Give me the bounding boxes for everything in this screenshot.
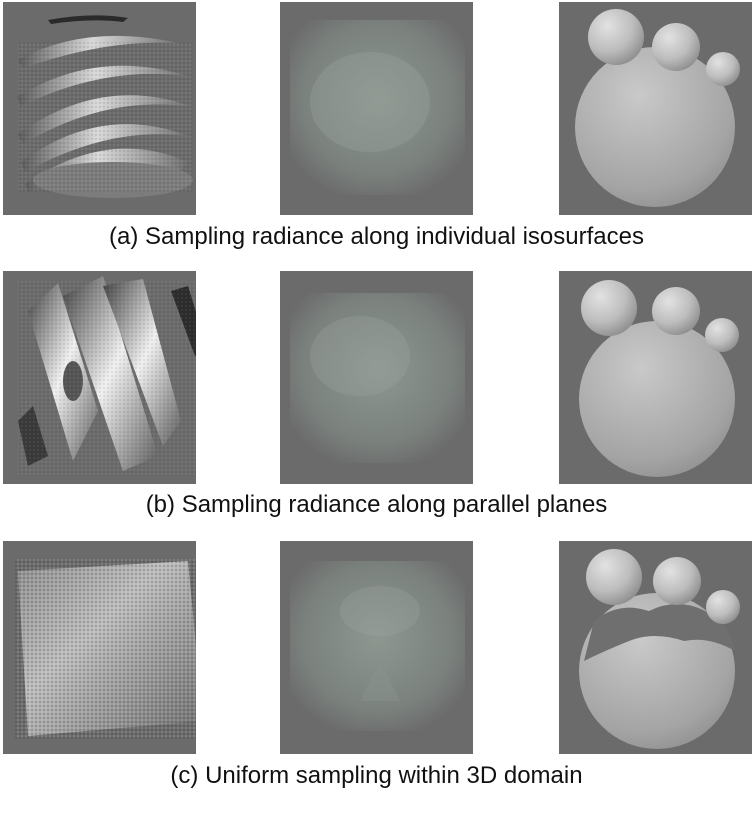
- caption-row-c: (c) Uniform sampling within 3D domain: [170, 762, 583, 789]
- row-c-uniform-panel: [3, 541, 196, 754]
- radiance-cloud-image: [290, 293, 465, 463]
- spheres-render-image: [579, 549, 740, 749]
- row-a-isosurfaces-panel: [3, 2, 196, 215]
- row-c-spheres-panel: [559, 541, 752, 754]
- row-b-spheres-panel: [559, 271, 752, 484]
- spheres-render-image: [579, 280, 739, 477]
- radiance-cloud-image: [290, 20, 465, 195]
- radiance-cloud-image: [290, 561, 465, 731]
- uniform-points-image: [15, 559, 196, 739]
- row-c-radiance-panel: [280, 541, 473, 754]
- spheres-render-image: [575, 9, 740, 207]
- parallel-planes-image: [18, 276, 196, 476]
- isosurface-shells-image: [17, 15, 193, 198]
- row-b-radiance-panel: [280, 271, 473, 484]
- row-a-radiance-panel: [280, 2, 473, 215]
- row-a-spheres-panel: [559, 2, 752, 215]
- caption-row-a: (a) Sampling radiance along individual i…: [109, 223, 644, 250]
- row-b-planes-panel: [3, 271, 196, 484]
- caption-row-b: (b) Sampling radiance along parallel pla…: [145, 491, 608, 518]
